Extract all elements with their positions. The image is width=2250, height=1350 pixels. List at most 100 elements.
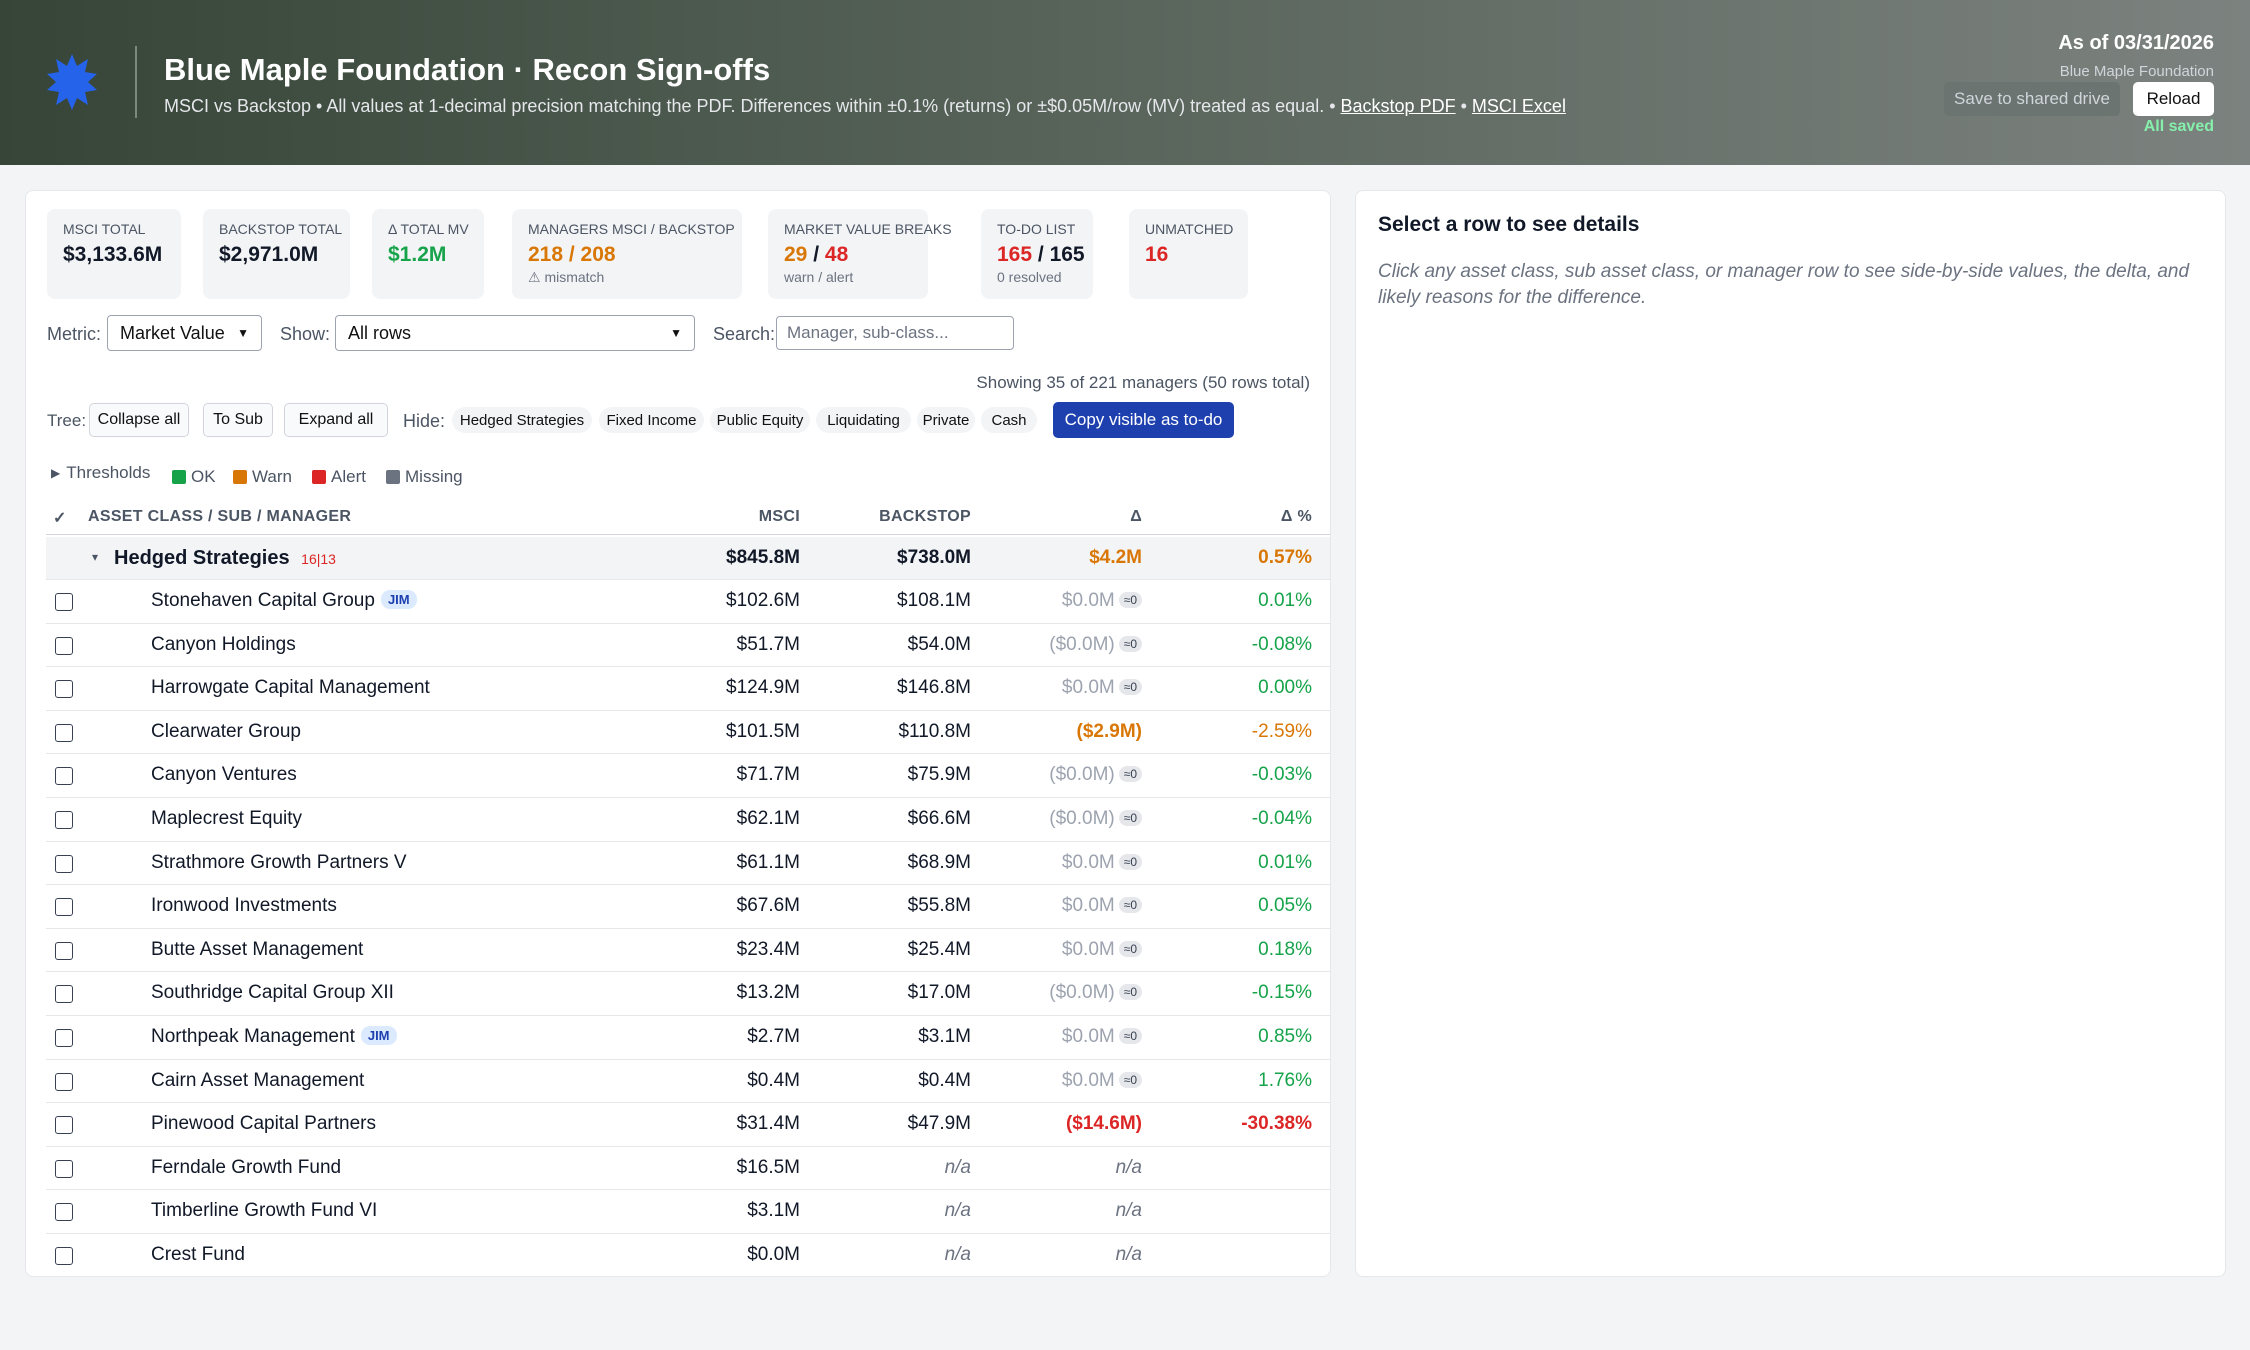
table-row[interactable]: Harrowgate Capital Management $124.9M $146…: [46, 667, 1330, 711]
hide-chip-liquidating[interactable]: Liquidating: [816, 407, 911, 433]
delta-value: n/a: [1116, 1244, 1142, 1266]
row-checkbox[interactable]: [55, 1116, 73, 1135]
todo-total: 165: [1049, 243, 1085, 266]
col-delta-header[interactable]: Δ: [1130, 508, 1142, 525]
caret-down-icon[interactable]: ▾: [92, 550, 99, 564]
to-sub-button[interactable]: To Sub: [203, 403, 273, 437]
msci-value: $101.5M: [726, 720, 800, 742]
col-backstop-header[interactable]: BACKSTOP: [879, 508, 971, 525]
row-checkbox[interactable]: [55, 898, 73, 917]
card-value: 218 / 208: [528, 243, 616, 266]
delta-text: ($0.0M): [1049, 982, 1115, 1004]
alert-count: 48: [824, 243, 849, 266]
copy-visible-button[interactable]: Copy visible as to-do: [1053, 402, 1234, 438]
card-label: MANAGERS MSCI / BACKSTOP: [528, 221, 735, 237]
msci-value: $13.2M: [736, 982, 800, 1004]
delta-text: n/a: [1115, 1200, 1142, 1222]
backstop-value: n/a: [944, 1156, 971, 1178]
backstop-value: $17.0M: [907, 982, 971, 1004]
row-checkbox[interactable]: [55, 593, 73, 611]
table-row[interactable]: Maplecrest Equity $62.1M $66.6M ($0.0M) ≈0 -0…: [46, 798, 1330, 842]
approx-zero-badge: ≈0: [1118, 635, 1142, 652]
approx-zero-badge: ≈0: [1118, 940, 1142, 957]
table-row[interactable]: Timberline Growth Fund VI$3.1Mn/an/ao: [46, 1190, 1330, 1234]
manager-name: Ferndale Growth Fund: [151, 1157, 341, 1179]
save-to-drive-button[interactable]: Save to shared drive: [1944, 82, 2120, 116]
card-value: 29 / 48: [784, 243, 912, 267]
table-row[interactable]: Ironwood Investments $67.6M $55.8M $0.0M ≈0 0…: [46, 885, 1330, 929]
expand-all-button[interactable]: Expand all: [284, 403, 388, 437]
msci-value: $102.6M: [726, 590, 800, 611]
manager-name-text: Ferndale Growth Fund: [151, 1156, 342, 1178]
table-row[interactable]: Canyon Holdings $51.7M $54.0M ($0.0M) ≈0 -0.0…: [46, 624, 1330, 668]
table-row[interactable]: Strathmore Growth Partners V $61.1M $68.9M…: [46, 842, 1330, 886]
table-row[interactable]: Butte Asset Management $23.4M $25.4M $0.0M ≈…: [46, 929, 1330, 973]
row-checkbox[interactable]: [55, 723, 73, 742]
row-checkbox[interactable]: [55, 854, 73, 873]
manager-name-text: Southridge Capital Group XII: [151, 982, 394, 1004]
row-checkbox[interactable]: [55, 767, 73, 786]
backstop-pdf-link[interactable]: Backstop PDF: [1340, 96, 1456, 116]
manager-name-text: Cairn Asset Management: [151, 1069, 365, 1091]
table-row[interactable]: Northpeak Management JIM $2.7M $3.1M $0.0M ≈0…: [46, 1016, 1330, 1060]
row-checkbox[interactable]: [55, 941, 73, 960]
hide-chip-hedged[interactable]: Hedged Strategies: [452, 407, 592, 433]
manager-name-text: Canyon Ventures: [151, 764, 297, 786]
msci-value: $3.1M: [747, 1200, 800, 1222]
delta-pct-value: 0.05%: [1258, 895, 1312, 917]
hide-chip-public-equity[interactable]: Public Equity: [710, 407, 810, 433]
table-row[interactable]: Cairn Asset Management $0.4M $0.4M $0.0M ≈0 1…: [46, 1060, 1330, 1104]
delta-pct-value: 0.01%: [1258, 851, 1312, 873]
delta-text: $0.0M: [1061, 1069, 1115, 1091]
table-row[interactable]: Clearwater Group $101.5M $110.8M ($2.9M) -2.…: [46, 711, 1330, 755]
row-checkbox[interactable]: [55, 1203, 73, 1222]
row-checkbox[interactable]: [55, 1072, 73, 1091]
subtitle-separator: •: [1460, 96, 1467, 116]
thresholds-toggle[interactable]: ▶ Thresholds: [51, 463, 150, 483]
row-checkbox[interactable]: [55, 1247, 73, 1265]
col-name-header[interactable]: ASSET CLASS / SUB / MANAGER: [88, 508, 352, 525]
table-row[interactable]: Southridge Capital Group XII $13.2M $17.0M…: [46, 972, 1330, 1016]
msci-excel-link[interactable]: MSCI Excel: [1471, 96, 1566, 116]
group-delta-pct: 0.57%: [1258, 547, 1312, 568]
hide-chip-fixed-income[interactable]: Fixed Income: [599, 407, 704, 433]
search-input[interactable]: Manager, sub-class...: [776, 316, 1014, 350]
group-row-hedged-strategies[interactable]: ▾ Hedged Strategies 16|13 $845.8M $738.0…: [46, 537, 1330, 580]
org-name: Blue Maple Foundation: [2059, 63, 2214, 80]
chevron-down-icon: ▼: [670, 326, 682, 340]
row-checkbox[interactable]: [55, 680, 73, 699]
card-value: $2,971.0M: [219, 243, 319, 266]
show-select[interactable]: All rows ▼: [335, 315, 695, 351]
select-all-check-icon[interactable]: ✓: [53, 510, 67, 527]
collapse-all-button[interactable]: Collapse all: [89, 403, 189, 437]
group-name-text: Hedged Strategies: [114, 547, 290, 569]
backstop-value: $108.1M: [897, 590, 971, 611]
col-msci-header[interactable]: MSCI: [758, 508, 800, 525]
row-checkbox[interactable]: [55, 1029, 73, 1047]
delta-pct-value: 0.18%: [1258, 938, 1312, 960]
table-row[interactable]: Pinewood Capital Partners $31.4M $47.9M ($1…: [46, 1103, 1330, 1147]
metric-select[interactable]: Market Value ▼: [107, 315, 262, 351]
manager-name: Clearwater Group: [151, 721, 301, 743]
row-checkbox[interactable]: [55, 636, 73, 655]
delta-text: $0.0M: [1061, 938, 1115, 960]
row-checkbox[interactable]: [55, 1159, 73, 1178]
table-row[interactable]: Ferndale Growth Fund$16.5Mn/an/ao: [46, 1147, 1330, 1191]
hide-chip-cash[interactable]: Cash: [981, 407, 1037, 433]
backstop-value: $54.0M: [907, 633, 971, 655]
warn-count: 29: [784, 243, 808, 266]
row-checkbox[interactable]: [55, 811, 73, 829]
msci-value: $62.1M: [736, 808, 800, 829]
card-delta-mv: Δ TOTAL MV $1.2M: [372, 209, 484, 299]
row-checkbox[interactable]: [55, 985, 73, 1004]
table-row[interactable]: Stonehaven Capital Group JIM $102.6M $108.1…: [46, 580, 1330, 624]
delta-text: $0.0M: [1061, 895, 1115, 917]
col-delta-pct-header[interactable]: Δ %: [1280, 508, 1312, 525]
hide-chip-private[interactable]: Private: [917, 407, 975, 433]
card-todo: TO-DO LIST 165 / 165 0 resolved: [981, 209, 1093, 299]
table-row[interactable]: Crest Fund$0.0Mn/an/ao: [46, 1234, 1330, 1276]
reload-button[interactable]: Reload: [2133, 82, 2214, 116]
value-separator: /: [1037, 243, 1044, 266]
table-row[interactable]: Canyon Ventures $71.7M $75.9M ($0.0M) ≈0 -0.0…: [46, 754, 1330, 798]
legend-alert: Alert: [312, 467, 366, 487]
